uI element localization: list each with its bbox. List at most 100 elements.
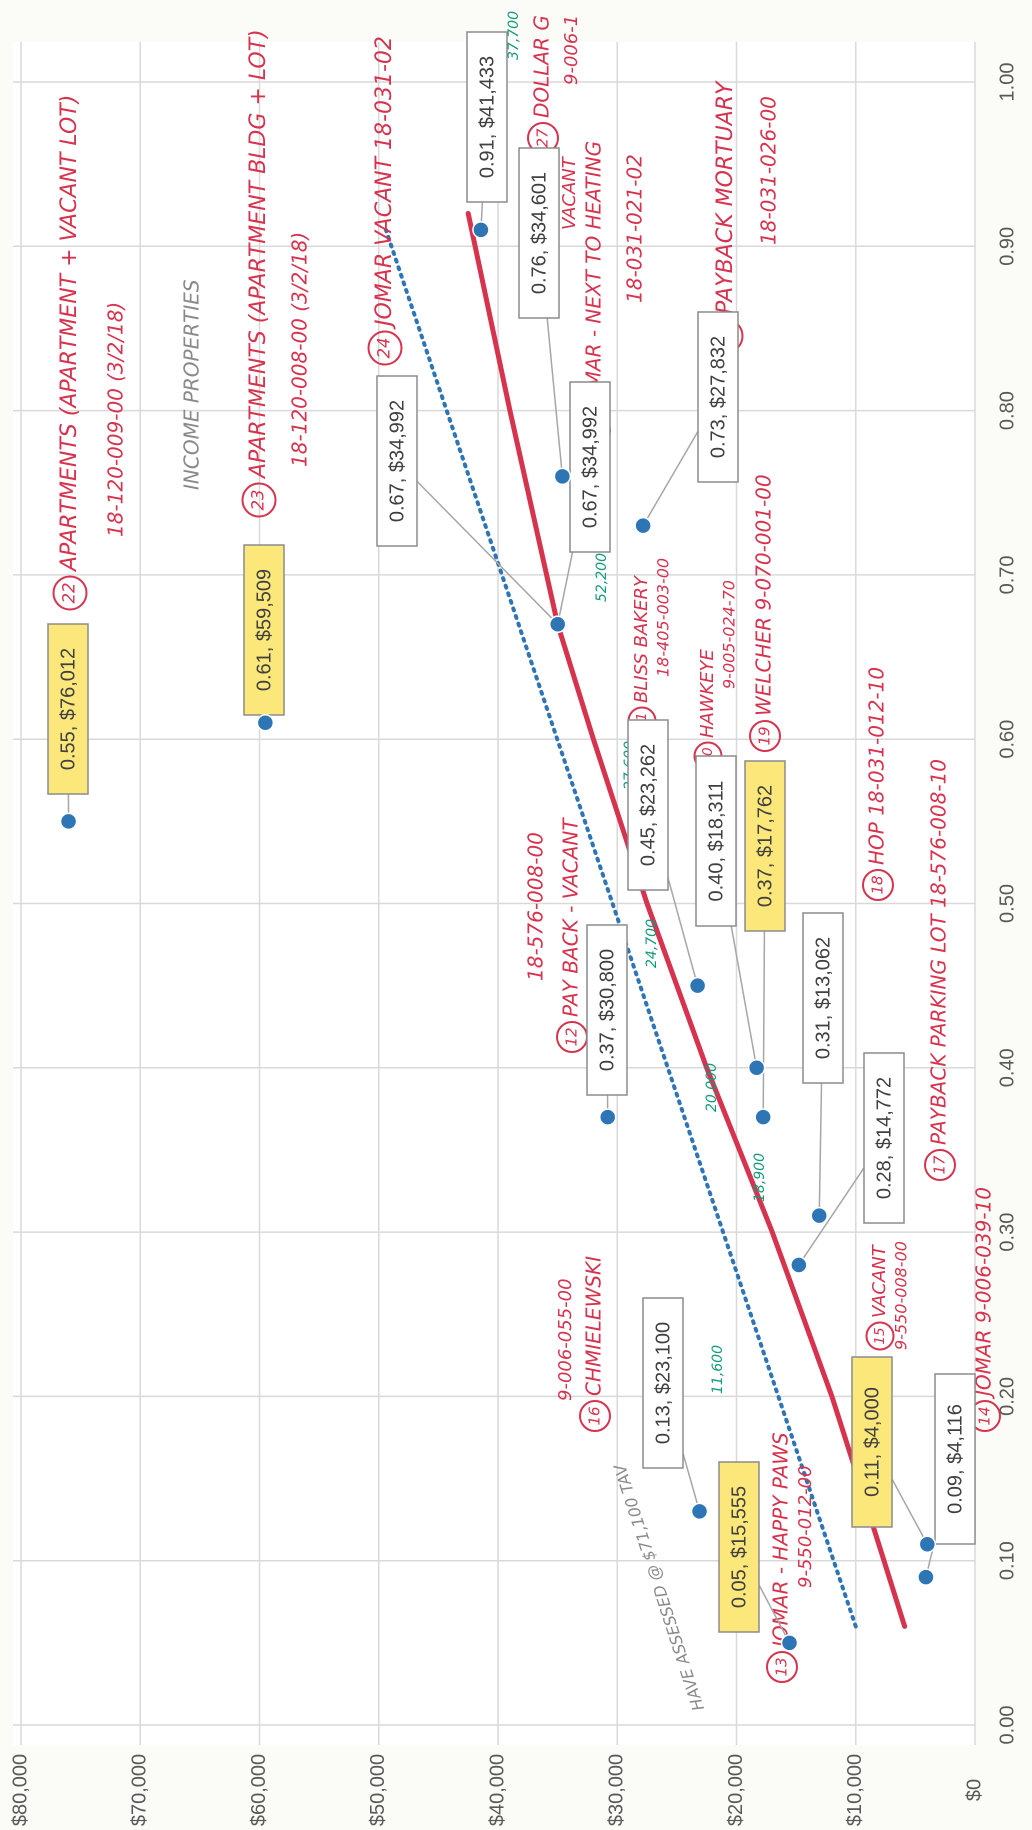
- point: [919, 1536, 935, 1552]
- annotation-number: 22: [60, 583, 79, 604]
- y-tick-label: $70,000: [129, 1754, 151, 1826]
- annotation: HAWKEYE: [697, 648, 718, 738]
- value-label: 0.73, $27,832: [707, 336, 729, 458]
- point: [692, 1503, 708, 1519]
- annotation: PAYBACK PARKING LOT 18-576-008-10: [927, 759, 951, 1145]
- annotation: WELCHER 9-070-001-00: [752, 474, 776, 716]
- y-tick-label: $80,000: [9, 1754, 31, 1826]
- value-label: 0.67, $34,992: [579, 406, 601, 528]
- annotation-number: 15: [872, 1327, 888, 1344]
- point: [635, 518, 651, 534]
- annotation-number: 18: [869, 875, 887, 894]
- annotation: 18-120-009-00 (3/2/18): [104, 302, 128, 537]
- page: $0$10,000$20,000$30,000$40,000$50,000$60…: [0, 0, 1032, 1830]
- annotation-number: 19: [756, 726, 774, 745]
- annotation: JOMAR - HAPPY PAWS: [769, 1432, 793, 1651]
- point: [755, 1109, 771, 1125]
- value-label: 0.13, $23,100: [652, 1322, 674, 1444]
- point: [257, 715, 273, 731]
- point: [554, 468, 570, 484]
- value-label: 0.09, $4,116: [944, 1404, 966, 1514]
- point: [690, 978, 706, 994]
- annotation: 18-031-026-00: [757, 96, 781, 245]
- value-label: 0.91, $41,433: [476, 56, 498, 178]
- annotation: 18-405-003-00: [654, 558, 673, 677]
- value-label: 0.37, $17,762: [754, 785, 776, 907]
- annotation: 18-576-008-00: [524, 832, 548, 981]
- annotation: APARTMENTS (APARTMENT + VACANT LOT): [57, 95, 82, 573]
- annotation: 9-006-1: [561, 15, 582, 85]
- annotation-number: 12: [563, 1027, 581, 1046]
- x-tick-label: 0.60: [996, 720, 1018, 759]
- point: [791, 1257, 807, 1273]
- x-tick-label: 0.10: [996, 1541, 1018, 1580]
- x-tick-label: 0.40: [996, 1048, 1018, 1087]
- annotation-number: 24: [375, 338, 394, 359]
- annotation: VACANT: [869, 1243, 890, 1318]
- point: [61, 813, 77, 829]
- value-label: 0.76, $34,601: [528, 172, 550, 294]
- annotation-number: 16: [586, 1406, 604, 1425]
- value-label: 0.40, $18,311: [705, 781, 727, 902]
- value-label: 0.45, $23,262: [637, 744, 659, 866]
- annotation: JOMAR VACANT 18-031-02: [372, 36, 397, 330]
- value-label: 0.05, $15,555: [728, 1486, 750, 1608]
- y-tick-label: $0: [963, 1779, 985, 1801]
- x-tick-label: 0.50: [996, 884, 1018, 923]
- chart: $0$10,000$20,000$30,000$40,000$50,000$60…: [0, 0, 1032, 1830]
- point: [811, 1208, 827, 1224]
- annotation-number: 23: [249, 490, 268, 511]
- annotation-number: 13: [773, 1657, 791, 1676]
- y-tick-label: $20,000: [725, 1754, 747, 1826]
- y-tick-label: $10,000: [844, 1754, 866, 1826]
- annotation-number: 27: [534, 128, 552, 148]
- annotation-number: 14: [976, 1406, 994, 1425]
- value-label: 0.28, $14,772: [873, 1077, 895, 1199]
- annotation: VACANT: [559, 155, 580, 230]
- annotation: APARTMENTS (APARTMENT BLDG + LOT): [246, 29, 271, 480]
- point: [550, 616, 566, 632]
- plot-area: [13, 42, 975, 1745]
- annotation: 20,000: [704, 1063, 720, 1112]
- x-tick-label: 0.00: [996, 1706, 1018, 1745]
- annotation-number: 17: [931, 1155, 949, 1175]
- point: [749, 1060, 765, 1076]
- value-label: 0.55, $76,012: [57, 648, 79, 770]
- x-tick-label: 0.70: [996, 555, 1018, 594]
- annotation: PAYBACK MORTUARY: [713, 80, 738, 314]
- annotation: PAY BACK - VACANT: [559, 817, 583, 1017]
- annotation: CHMIELEWSKI: [582, 1256, 606, 1396]
- value-label: 0.37, $30,800: [596, 949, 618, 1071]
- point: [782, 1635, 798, 1651]
- y-tick-label: $30,000: [606, 1754, 628, 1826]
- x-tick-label: 0.30: [996, 1213, 1018, 1252]
- annotation: HOP 18-031-012-10: [865, 667, 889, 865]
- value-label: 0.67, $34,992: [386, 400, 408, 522]
- annotation: INCOME PROPERTIES: [180, 279, 204, 490]
- annotation: DOLLAR G: [530, 15, 554, 118]
- point: [473, 222, 489, 238]
- annotation: 37,700: [506, 11, 522, 60]
- annotation: JOMAR - NEXT TO HEATING: [582, 141, 606, 414]
- annotation: BLISS BAKERY: [631, 574, 652, 703]
- annotation: 9-550-012-00: [795, 1465, 816, 1588]
- x-tick-label: 0.90: [996, 227, 1018, 266]
- rotated-chart: $0$10,000$20,000$30,000$40,000$50,000$60…: [9, 11, 1018, 1826]
- y-tick-label: $60,000: [248, 1754, 270, 1826]
- value-label: 0.61, $59,509: [253, 569, 275, 691]
- x-tick-label: 1.00: [996, 63, 1018, 102]
- value-label: 0.11, $4,000: [861, 1387, 883, 1497]
- annotation: 18,900: [752, 1153, 768, 1202]
- annotation: 52,200: [594, 553, 610, 602]
- annotation: 18-120-008-00 (3/2/18): [288, 232, 312, 467]
- annotation: 9-550-008-00: [892, 1241, 911, 1350]
- point: [918, 1569, 934, 1585]
- value-label: 0.31, $13,062: [812, 937, 834, 1059]
- annotation: 9-005-024-70: [720, 580, 739, 689]
- y-tick-label: $40,000: [486, 1754, 508, 1826]
- annotation: 24,700: [644, 919, 660, 968]
- x-tick-label: 0.80: [996, 391, 1018, 430]
- annotation: JOMAR 9-006-039-10: [972, 1187, 996, 1400]
- annotation: 9-006-055-00: [555, 1278, 576, 1401]
- annotation: 18-031-021-02: [623, 154, 647, 303]
